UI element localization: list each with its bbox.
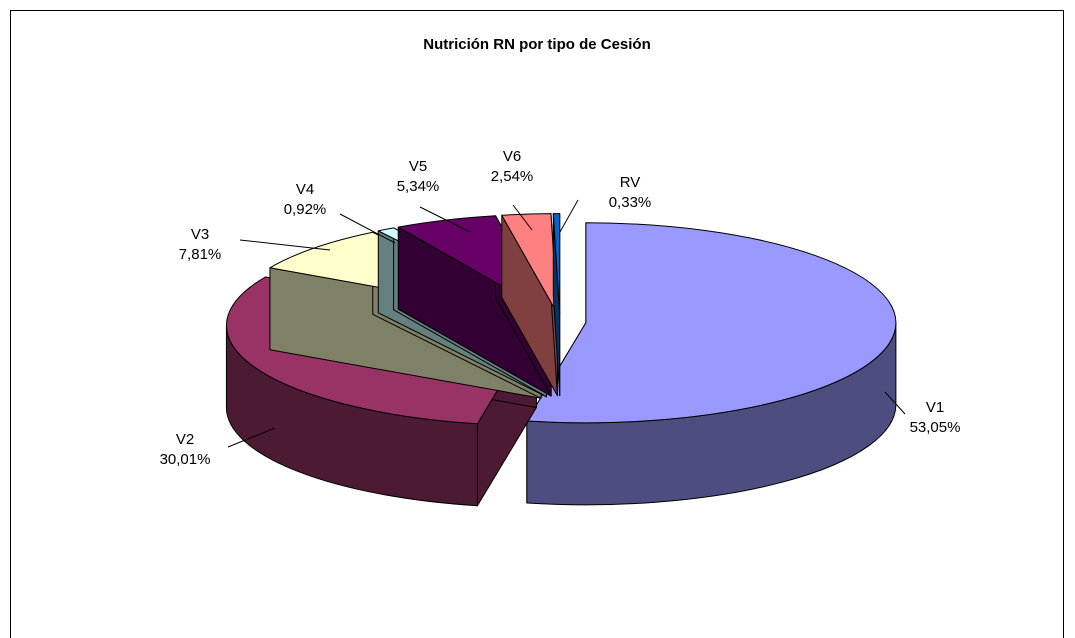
slice-label: V5 bbox=[409, 158, 427, 175]
slice-value-label: 0,92% bbox=[284, 201, 327, 218]
slice-label: V3 bbox=[191, 226, 209, 243]
slice-label: V2 bbox=[176, 431, 194, 448]
slice-value-label: 5,34% bbox=[397, 178, 440, 195]
leader-line bbox=[512, 204, 533, 231]
slice-value-label: 30,01% bbox=[160, 451, 211, 468]
slice-value-label: 53,05% bbox=[910, 419, 961, 436]
slice-label: RV bbox=[620, 174, 641, 191]
slice-value-label: 2,54% bbox=[491, 168, 534, 185]
leader-line bbox=[339, 213, 396, 244]
leader-line bbox=[559, 199, 579, 233]
slice bbox=[552, 213, 561, 397]
chart-title: Nutrición RN por tipo de Cesión bbox=[423, 36, 651, 53]
slice-label: V1 bbox=[926, 399, 944, 416]
leader-line bbox=[419, 206, 471, 233]
slice bbox=[526, 222, 897, 506]
leader-line bbox=[884, 391, 906, 415]
slice-top bbox=[552, 213, 561, 315]
slice-top bbox=[526, 222, 897, 424]
slice-top bbox=[501, 213, 558, 315]
slice-value-label: 0,33% bbox=[609, 194, 652, 211]
slice-label: V4 bbox=[296, 181, 314, 198]
slice-value-label: 7,81% bbox=[179, 246, 222, 263]
slice-label: V6 bbox=[503, 148, 521, 165]
leader-line bbox=[227, 427, 276, 448]
leader-line bbox=[239, 239, 331, 251]
